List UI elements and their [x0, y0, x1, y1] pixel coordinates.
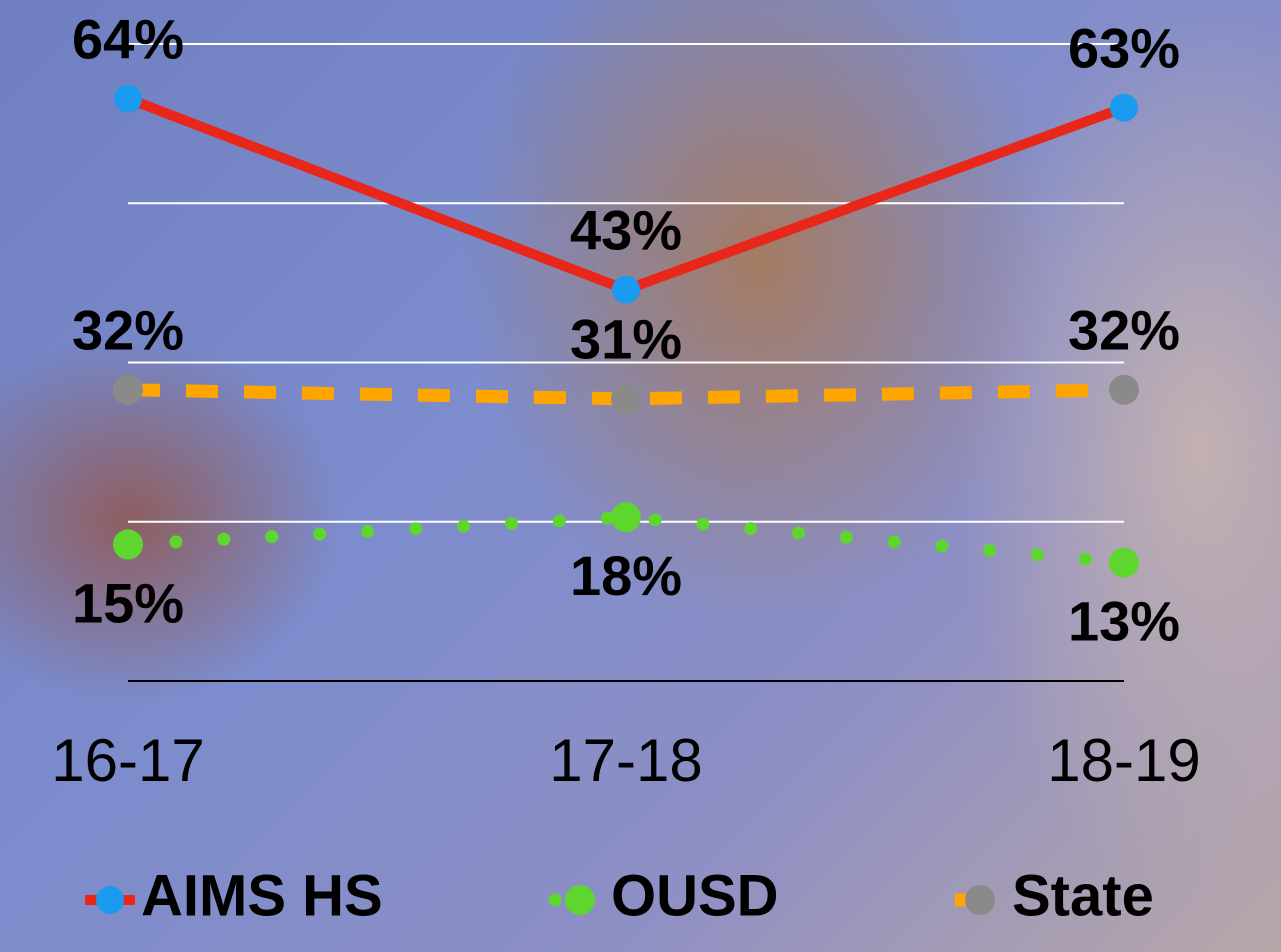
x-tick-label: 17-18: [549, 727, 702, 794]
legend-item: State: [955, 863, 1154, 928]
data-point: [612, 275, 640, 304]
data-label: 31%: [570, 308, 682, 371]
x-tick-label: 18-19: [1047, 727, 1200, 794]
legend-label: OUSD: [611, 863, 779, 928]
data-label: 15%: [72, 571, 184, 634]
series-line: [127, 383, 1125, 406]
data-point: [114, 84, 142, 113]
data-label: 32%: [1068, 299, 1180, 362]
data-point: [113, 529, 143, 560]
data-point: [1110, 93, 1138, 122]
data-point: [113, 374, 143, 405]
x-tick-label: 16-17: [51, 727, 204, 794]
data-point: [611, 383, 641, 414]
legend-marker: [565, 885, 595, 915]
data-label: 13%: [1068, 589, 1180, 652]
legend-item: OUSD: [548, 863, 779, 928]
data-label: 18%: [570, 544, 682, 607]
data-label: 64%: [72, 7, 184, 70]
data-label: 43%: [570, 198, 682, 261]
legend-marker: [965, 885, 995, 915]
data-label: 32%: [72, 299, 184, 362]
data-label: 63%: [1068, 16, 1180, 79]
legend-marker: [96, 886, 124, 914]
legend-label: State: [1012, 863, 1154, 928]
legend-label: AIMS HS: [141, 863, 383, 928]
data-point: [1109, 547, 1139, 578]
data-point: [1109, 374, 1139, 405]
legend-item: AIMS HS: [85, 863, 383, 928]
data-point: [611, 502, 641, 533]
